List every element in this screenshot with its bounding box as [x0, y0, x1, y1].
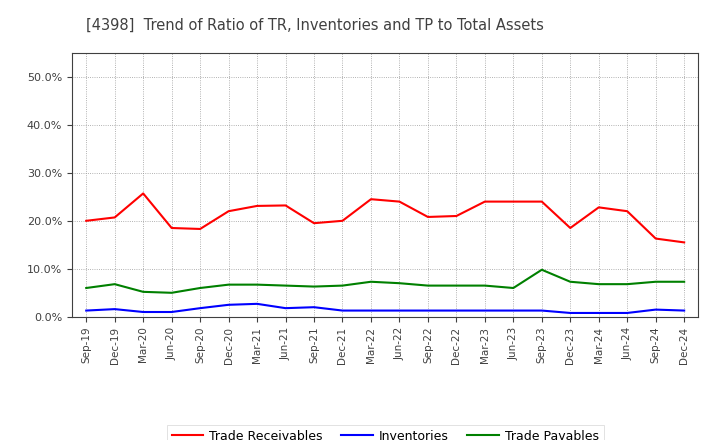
- Inventories: [537, 308, 546, 313]
- Text: [4398]  Trend of Ratio of TR, Inventories and TP to Total Assets: [4398] Trend of Ratio of TR, Inventories…: [86, 18, 544, 33]
- Trade Receivables: [110, 215, 119, 220]
- Trade Payables: [680, 279, 688, 284]
- Trade Receivables: [167, 225, 176, 231]
- Inventories: [167, 309, 176, 315]
- Inventories: [310, 304, 318, 310]
- Trade Receivables: [623, 209, 631, 214]
- Trade Payables: [196, 286, 204, 291]
- Trade Payables: [652, 279, 660, 284]
- Trade Payables: [537, 267, 546, 272]
- Trade Receivables: [366, 197, 375, 202]
- Trade Receivables: [196, 226, 204, 231]
- Trade Payables: [566, 279, 575, 284]
- Trade Receivables: [509, 199, 518, 204]
- Trade Receivables: [480, 199, 489, 204]
- Line: Trade Receivables: Trade Receivables: [86, 194, 684, 242]
- Trade Receivables: [139, 191, 148, 196]
- Inventories: [196, 305, 204, 311]
- Trade Payables: [623, 282, 631, 287]
- Trade Receivables: [537, 199, 546, 204]
- Trade Receivables: [310, 220, 318, 226]
- Inventories: [423, 308, 432, 313]
- Inventories: [623, 310, 631, 315]
- Trade Payables: [225, 282, 233, 287]
- Trade Receivables: [595, 205, 603, 210]
- Inventories: [338, 308, 347, 313]
- Trade Payables: [253, 282, 261, 287]
- Trade Receivables: [253, 203, 261, 209]
- Trade Receivables: [680, 240, 688, 245]
- Trade Payables: [452, 283, 461, 288]
- Inventories: [480, 308, 489, 313]
- Trade Receivables: [395, 199, 404, 204]
- Trade Receivables: [452, 213, 461, 219]
- Inventories: [110, 307, 119, 312]
- Trade Payables: [509, 286, 518, 291]
- Trade Receivables: [423, 214, 432, 220]
- Trade Payables: [423, 283, 432, 288]
- Inventories: [366, 308, 375, 313]
- Trade Receivables: [82, 218, 91, 224]
- Inventories: [680, 308, 688, 313]
- Trade Payables: [595, 282, 603, 287]
- Inventories: [253, 301, 261, 307]
- Line: Trade Payables: Trade Payables: [86, 270, 684, 293]
- Trade Receivables: [652, 236, 660, 241]
- Trade Receivables: [282, 203, 290, 208]
- Inventories: [566, 310, 575, 315]
- Inventories: [139, 309, 148, 315]
- Trade Payables: [139, 289, 148, 294]
- Trade Payables: [338, 283, 347, 288]
- Trade Payables: [282, 283, 290, 288]
- Legend: Trade Receivables, Inventories, Trade Payables: Trade Receivables, Inventories, Trade Pa…: [166, 425, 604, 440]
- Trade Receivables: [566, 225, 575, 231]
- Trade Payables: [310, 284, 318, 289]
- Trade Payables: [82, 286, 91, 291]
- Inventories: [652, 307, 660, 312]
- Inventories: [452, 308, 461, 313]
- Trade Payables: [480, 283, 489, 288]
- Inventories: [509, 308, 518, 313]
- Inventories: [82, 308, 91, 313]
- Trade Payables: [110, 282, 119, 287]
- Trade Payables: [366, 279, 375, 284]
- Inventories: [225, 302, 233, 308]
- Inventories: [395, 308, 404, 313]
- Inventories: [595, 310, 603, 315]
- Trade Receivables: [338, 218, 347, 224]
- Trade Payables: [395, 281, 404, 286]
- Inventories: [282, 305, 290, 311]
- Trade Payables: [167, 290, 176, 295]
- Line: Inventories: Inventories: [86, 304, 684, 313]
- Trade Receivables: [225, 209, 233, 214]
